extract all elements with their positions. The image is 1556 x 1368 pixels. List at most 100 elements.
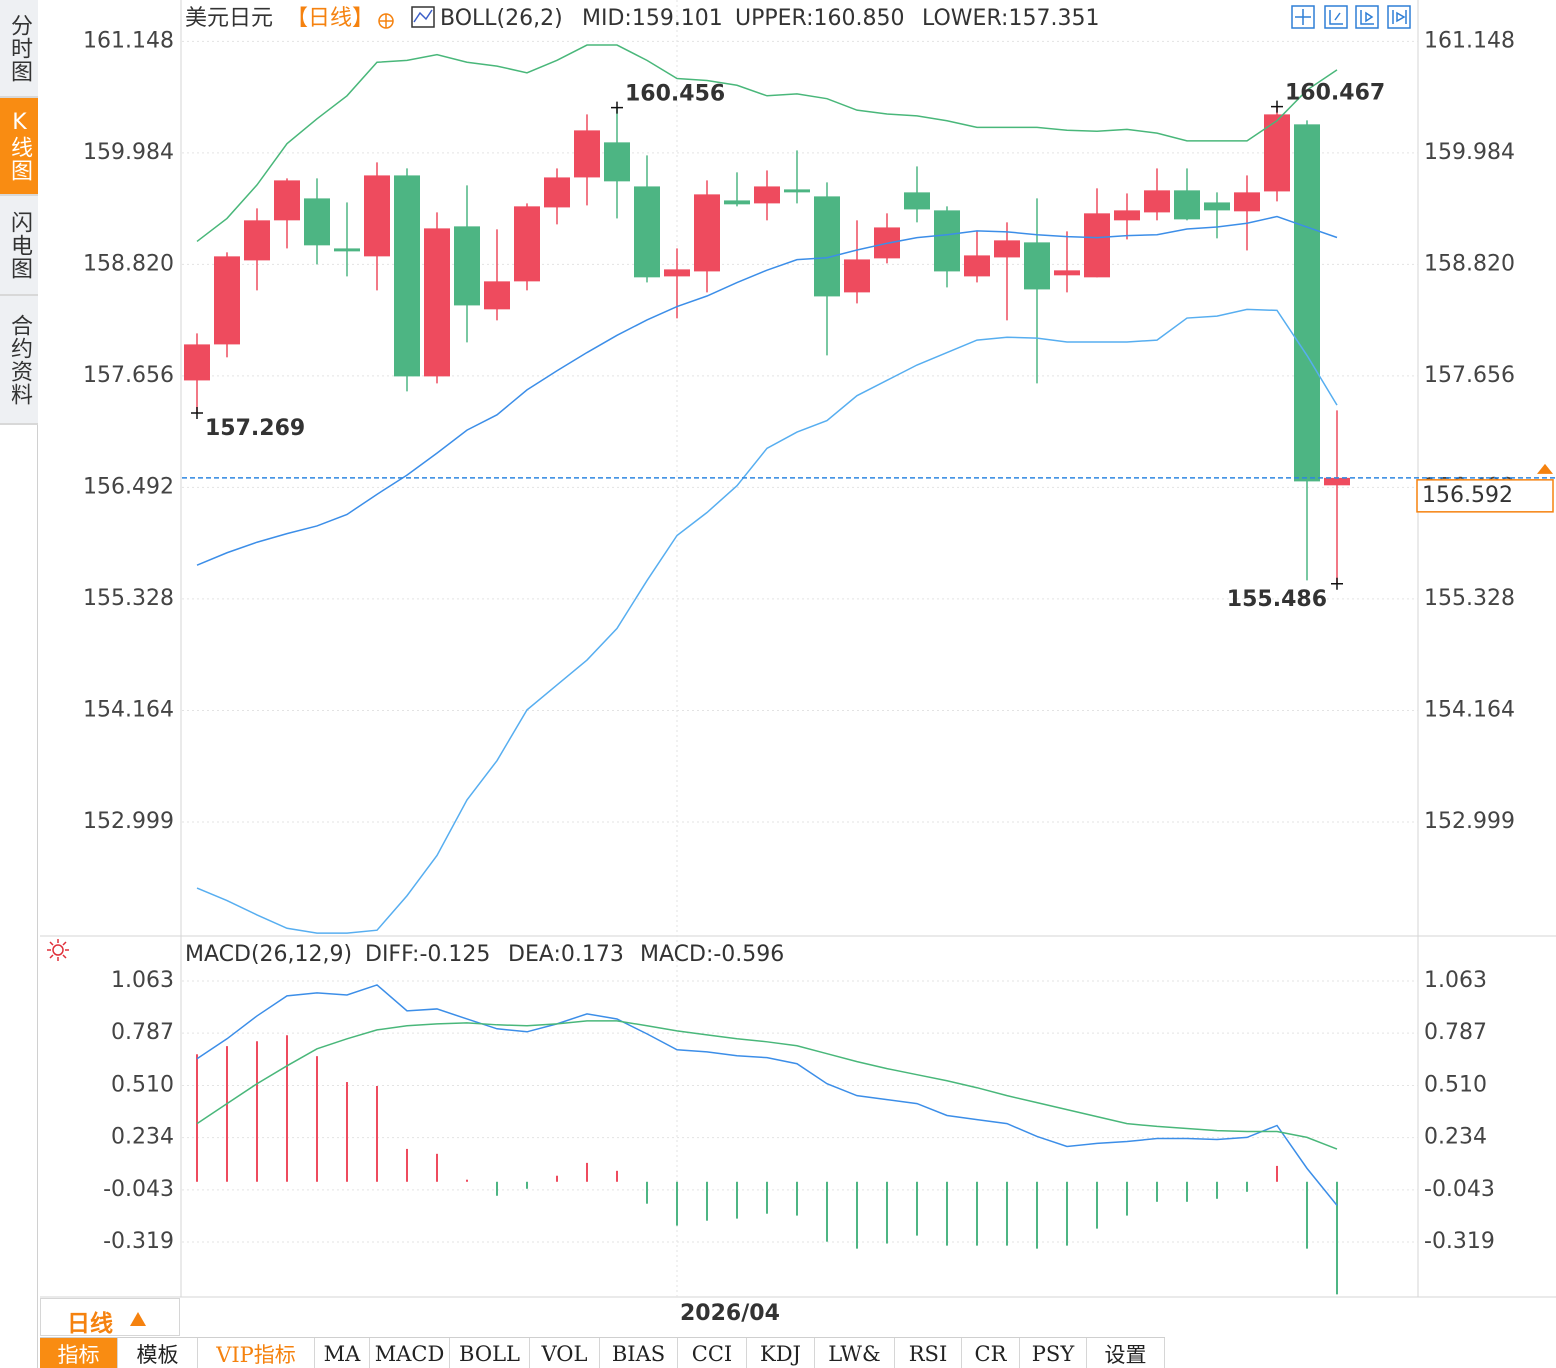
candle-body — [394, 175, 420, 377]
y-tick-label: 154.164 — [83, 697, 174, 722]
toolbar-tab[interactable]: PSY — [1020, 1338, 1087, 1368]
candle-body — [1084, 213, 1110, 278]
candle-body — [784, 189, 810, 193]
candle-body — [214, 256, 240, 345]
candle-body — [1294, 124, 1320, 482]
candle-body — [244, 220, 270, 261]
candle-body — [1174, 190, 1200, 220]
candle-body — [544, 177, 570, 208]
candle-body — [454, 226, 480, 306]
y-tick-label: 161.148 — [83, 28, 174, 53]
y-tick-label-right: 0.787 — [1424, 1020, 1487, 1045]
extreme-label: 160.467 — [1285, 81, 1385, 106]
y-tick-label: 158.820 — [83, 251, 174, 276]
toolbar-tab[interactable]: MA — [315, 1338, 370, 1368]
y-tick-label: 152.999 — [83, 809, 174, 834]
indicator-line — [196, 215, 1338, 566]
candle-body — [934, 210, 960, 272]
legend-entry: MID:159.101 — [582, 6, 723, 31]
indicator-icon[interactable] — [411, 6, 435, 28]
period-arrow[interactable] — [130, 1312, 146, 1326]
indicator-name: BOLL(26,2) — [440, 6, 563, 31]
y-tick-label-right: 161.148 — [1424, 28, 1515, 53]
candle-body — [604, 142, 630, 182]
toolbar-tab[interactable]: MACD — [370, 1338, 450, 1368]
toolbar-tab[interactable]: VIP指标 — [198, 1338, 315, 1368]
candle-body — [304, 198, 330, 246]
extreme-marker — [191, 406, 203, 419]
sidebar-tab-active[interactable]: K线图 — [0, 98, 38, 196]
last-price-box — [1416, 479, 1554, 513]
candle-body — [844, 259, 870, 293]
indicator-line — [196, 984, 1338, 1206]
y-tick-label-right: 157.656 — [1424, 363, 1515, 388]
y-tick-label-right: 155.328 — [1424, 586, 1515, 611]
toolbar-tab[interactable]: VOL — [530, 1338, 600, 1368]
last-price-arrow — [1537, 463, 1553, 474]
candle-body — [964, 255, 990, 277]
candle-body — [1144, 190, 1170, 213]
toolbar-tab[interactable]: CR — [962, 1338, 1020, 1368]
toolbar-tab[interactable]: BIAS — [600, 1338, 678, 1368]
y-tick-label: 156.492 — [83, 474, 174, 499]
candle-body — [1114, 210, 1140, 221]
toolbar-tab[interactable]: 指标 — [40, 1338, 118, 1368]
toolbar-tab[interactable]: BOLL — [450, 1338, 530, 1368]
candle-body — [814, 196, 840, 297]
y-tick-label-right: 154.164 — [1424, 697, 1515, 722]
legend-entry: UPPER:160.850 — [735, 6, 905, 31]
toolbar-tab[interactable]: CCI — [678, 1338, 747, 1368]
toolbar-tab[interactable]: LW& — [815, 1338, 895, 1368]
candle-body — [754, 186, 780, 204]
sidebar-tab[interactable]: 合约资料 — [0, 296, 38, 425]
candle-body — [484, 281, 510, 310]
sidebar-tab[interactable]: 分时图 — [0, 0, 38, 98]
extreme-label: 155.486 — [1227, 587, 1327, 612]
indicator-toolbar: 指标 模板 VIP指标 MA MACD BOLL VOL BIAS CCI KD… — [40, 1337, 1165, 1368]
last-price-label: 156.592 — [1422, 483, 1513, 508]
y-tick-label: -0.043 — [103, 1177, 174, 1202]
candle-body — [1204, 202, 1230, 211]
candle-body — [424, 228, 450, 377]
period-selector[interactable]: 日线 — [40, 1298, 180, 1337]
candle-body — [634, 186, 660, 278]
y-tick-label: -0.319 — [103, 1229, 174, 1254]
legend-entry: MACD:-0.596 — [640, 942, 784, 967]
candle-body — [724, 200, 750, 205]
candle-body — [184, 344, 210, 381]
toolbar-tab[interactable]: KDJ — [747, 1338, 815, 1368]
candle-body — [1054, 270, 1080, 276]
candle-body — [694, 194, 720, 272]
candle-body — [664, 269, 690, 277]
extreme-marker — [611, 101, 623, 114]
indicator-line — [196, 1020, 1338, 1150]
toolbar-tab[interactable]: RSI — [895, 1338, 962, 1368]
toolbar-tab[interactable]: 模板 — [118, 1338, 198, 1368]
y-tick-label-right: 152.999 — [1424, 809, 1515, 834]
extreme-label: 160.456 — [625, 82, 725, 107]
y-tick-label: 0.787 — [111, 1020, 174, 1045]
candle-body — [904, 192, 930, 210]
y-tick-label-right: -0.319 — [1424, 1229, 1495, 1254]
legend-entry: LOWER:157.351 — [922, 6, 1099, 31]
y-tick-label: 157.656 — [83, 363, 174, 388]
sidebar-tab[interactable]: 闪电图 — [0, 196, 38, 296]
y-tick-label: 0.234 — [111, 1125, 174, 1150]
period-label[interactable]: 日线 — [67, 1311, 113, 1337]
sidebar-blank — [0, 425, 38, 1368]
candle-body — [1024, 242, 1050, 290]
legend-entry: DEA:0.173 — [508, 942, 624, 967]
extreme-marker — [1331, 577, 1343, 590]
add-icon[interactable] — [378, 13, 394, 29]
toolbar-icons[interactable] — [1291, 5, 1411, 29]
macd-settings-icon[interactable] — [47, 939, 69, 961]
y-tick-label: 155.328 — [83, 586, 174, 611]
candle-body — [1234, 192, 1260, 212]
extreme-label: 157.269 — [205, 416, 305, 441]
legend-entry: DIFF:-0.125 — [365, 942, 490, 967]
toolbar-tab[interactable]: 设置 — [1087, 1338, 1165, 1368]
candle-body — [994, 240, 1020, 258]
candle-body — [574, 130, 600, 178]
